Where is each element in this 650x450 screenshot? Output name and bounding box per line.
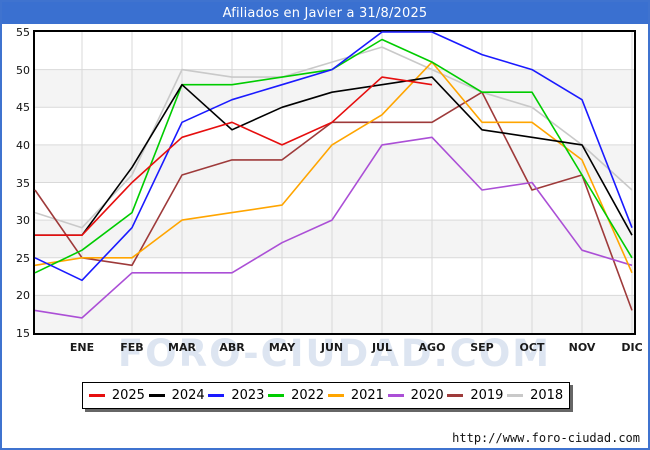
y-tick-label: 50 xyxy=(16,63,30,77)
band xyxy=(35,69,634,108)
legend-item-2019: 2019 xyxy=(447,388,503,403)
legend-label: 2018 xyxy=(530,388,564,403)
legend-label: 2023 xyxy=(231,388,265,403)
x-tick-label: FEB xyxy=(120,341,144,354)
series-line-2018 xyxy=(34,46,633,229)
site-url: http://www.foro-ciudad.com xyxy=(452,431,640,445)
x-tick-label: ABR xyxy=(219,341,245,354)
legend-color-dash xyxy=(88,394,105,397)
chart-svg xyxy=(34,31,634,333)
y-tick-label: 40 xyxy=(16,138,30,152)
y-tick-label: 25 xyxy=(16,251,30,265)
legend-color-dash xyxy=(268,394,285,397)
legend-label: 2019 xyxy=(470,388,504,403)
band xyxy=(35,220,634,258)
x-tick-label: JUN xyxy=(320,341,344,354)
legend-color-dash xyxy=(507,394,524,397)
series-line-2024 xyxy=(35,76,633,236)
legend-color-dash xyxy=(387,394,404,397)
legend-label: 2021 xyxy=(350,388,384,403)
plot-area xyxy=(33,30,636,335)
x-tick-label: OCT xyxy=(519,341,545,354)
legend-item-2021: 2021 xyxy=(327,388,384,403)
x-tick-label: ENE xyxy=(69,341,95,354)
series-line-2020 xyxy=(34,136,633,319)
x-tick-label: MAY xyxy=(268,341,296,354)
y-tick-label: 30 xyxy=(16,214,30,228)
legend-color-dash xyxy=(327,394,344,397)
legend-color-dash xyxy=(148,394,165,397)
legend-color-dash xyxy=(447,394,464,397)
series-line-2019 xyxy=(34,91,633,311)
legend-item-2023: 2023 xyxy=(208,388,264,403)
legend: 2025 2024 2023 2022 2021 2020 2019 2018 xyxy=(82,382,570,409)
legend-item-2018: 2018 xyxy=(507,388,563,403)
legend-item-2020: 2020 xyxy=(387,388,444,403)
x-tick-label: DIC xyxy=(621,341,643,354)
y-tick-label: 35 xyxy=(16,176,30,190)
x-tick-label: MAR xyxy=(168,341,196,354)
chart-title-bar: Afiliados en Javier a 31/8/2025 xyxy=(2,2,648,24)
legend-label: 2022 xyxy=(291,388,325,403)
x-tick-label: SEP xyxy=(470,341,494,354)
x-tick-label: NOV xyxy=(568,341,596,354)
series-line-2025 xyxy=(35,76,433,236)
y-tick-label: 15 xyxy=(16,327,30,340)
watermark: FORO-CIUDAD.COM xyxy=(117,332,552,375)
series-line-2023 xyxy=(34,31,633,282)
legend-label: 2020 xyxy=(410,388,444,403)
legend-label: 2025 xyxy=(111,388,145,403)
x-tick-label: AGO xyxy=(418,341,446,354)
legend-item-2024: 2024 xyxy=(148,388,205,403)
x-tick-label: JUL xyxy=(371,341,393,354)
legend-label: 2024 xyxy=(171,388,205,403)
chart-title: Afiliados en Javier a 31/8/2025 xyxy=(222,5,428,21)
y-tick-label: 55 xyxy=(16,26,30,39)
y-tick-label: 45 xyxy=(16,101,30,115)
band xyxy=(35,295,634,333)
series-line-2021 xyxy=(34,61,633,274)
legend-item-2022: 2022 xyxy=(268,388,324,403)
y-tick-label: 20 xyxy=(16,289,30,303)
legend-color-dash xyxy=(208,394,225,397)
legend-item-2025: 2025 xyxy=(88,388,145,403)
